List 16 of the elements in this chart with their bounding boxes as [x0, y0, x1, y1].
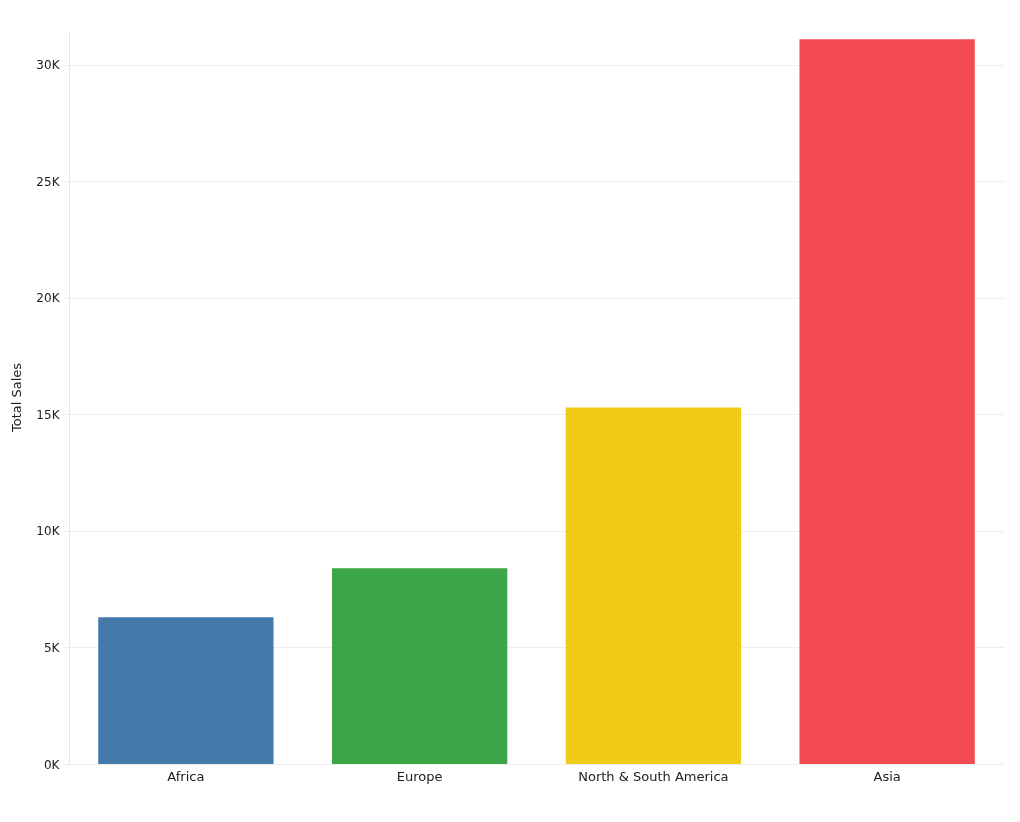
y-tick-label: 20K — [36, 291, 61, 306]
y-axis-title: Total Sales — [9, 362, 25, 434]
bar — [799, 39, 975, 764]
x-tick-label: Asia — [873, 768, 901, 784]
y-tick-label: 10K — [36, 524, 61, 539]
bar — [331, 568, 508, 764]
x-tick-label: North & South America — [578, 768, 729, 784]
x-tick-label: Europe — [396, 768, 443, 784]
y-tick-label: 15K — [36, 407, 61, 422]
y-tick-label: 5K — [43, 640, 61, 655]
x-tick-label: Africa — [167, 768, 205, 784]
y-tick-label: 0K — [43, 757, 61, 772]
y-tick-label: 30K — [36, 58, 61, 73]
y-tick-label: 25K — [36, 174, 61, 189]
bar — [565, 407, 742, 764]
bar — [98, 617, 274, 764]
